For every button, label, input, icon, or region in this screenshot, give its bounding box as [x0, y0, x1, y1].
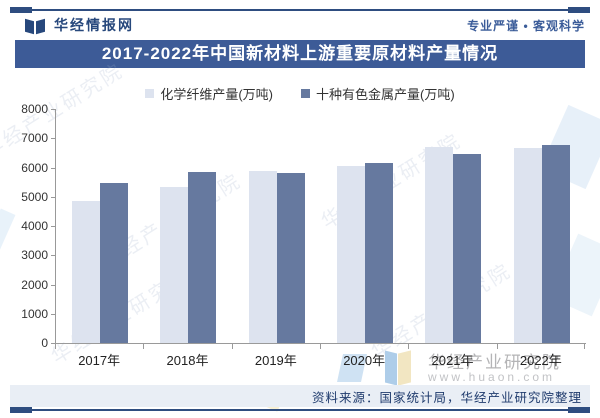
- y-axis-label: 4000: [21, 219, 48, 233]
- y-axis-ticks: [51, 109, 55, 344]
- bar-series2-2018年: [188, 171, 217, 343]
- site-name: 华经情报网: [54, 17, 134, 33]
- top-rule: [10, 9, 590, 11]
- legend-label: 化学纤维产量(万吨): [160, 87, 273, 102]
- top-rule-left-cap: [10, 7, 32, 13]
- bar-series2-2020年: [365, 162, 394, 343]
- bar-series2-2022年: [541, 144, 570, 343]
- x-axis-label: 2021年: [431, 353, 474, 368]
- huajing-book-logo-icon: [25, 18, 47, 34]
- plot-area: [55, 109, 586, 344]
- y-axis-tick: [51, 313, 55, 315]
- y-axis-tick: [51, 167, 55, 169]
- legend-item-series2: 十种有色金属产量(万吨): [301, 84, 455, 103]
- y-axis-label: 7000: [21, 131, 48, 146]
- bar-series2-2021年: [453, 154, 482, 343]
- y-axis-tick: [51, 109, 55, 110]
- bar-group-2022年: [498, 144, 586, 343]
- bar-series1-2021年: [425, 147, 454, 343]
- chart-title: 2017-2022年中国新材料上游重要原材料产量情况: [15, 40, 585, 68]
- bar-series2-2017年: [100, 182, 129, 343]
- x-axis-tick: [55, 344, 56, 349]
- bottom-rule: [10, 409, 590, 411]
- y-axis-tick: [51, 226, 55, 227]
- x-axis-label: 2020年: [343, 353, 386, 368]
- y-axis-label: 2000: [21, 277, 48, 292]
- x-axis-labels: 2017年 2018年 2019年 2020年 2021年 2022年: [55, 350, 585, 368]
- data-source-text: 资料来源：国家统计局，华经产业研究院整理: [311, 390, 582, 405]
- x-axis-label: 2018年: [166, 353, 209, 368]
- x-axis-tick: [143, 344, 145, 349]
- y-axis-tick: [51, 255, 55, 257]
- header: 华经情报网 专业严谨 • 客观科学: [25, 14, 585, 36]
- x-axis-label: 2017年: [78, 353, 121, 368]
- legend-swatch-series2: [301, 89, 310, 98]
- x-axis-label: 2022年: [519, 353, 562, 368]
- y-axis-tick: [51, 343, 55, 344]
- x-axis-tick: [496, 344, 498, 349]
- bar-group-2021年: [409, 147, 497, 343]
- x-axis-tick: [584, 344, 585, 349]
- y-axis-label: 5000: [21, 189, 48, 204]
- legend-swatch-series1: [145, 89, 155, 98]
- top-rule-right-cap: [568, 7, 590, 13]
- y-axis-tick: [51, 138, 55, 140]
- bar-group-2019年: [233, 171, 321, 343]
- y-axis-tick: [51, 284, 55, 286]
- x-axis-label: 2019年: [254, 353, 297, 368]
- y-axis-label: 0: [41, 336, 48, 350]
- x-axis-ticks: [55, 344, 585, 349]
- bar-group-2017年: [56, 182, 144, 343]
- bar-group-2020年: [321, 162, 409, 343]
- legend: 化学纤维产量(万吨) 十种有色金属产量(万吨): [0, 84, 600, 103]
- y-axis-label: 8000: [21, 102, 48, 116]
- bar-group-2018年: [144, 171, 232, 343]
- bar-series2-2019年: [276, 172, 305, 343]
- bar-series1-2022年: [513, 147, 542, 343]
- y-axis-labels: 0 1000 2000 3000 4000 5000 6000 7000 8000: [0, 102, 48, 350]
- site-slogan: 专业严谨 • 客观科学: [467, 18, 585, 33]
- bottom-rule-right-cap: [568, 407, 590, 413]
- source-band: 资料来源：国家统计局，华经产业研究院整理: [10, 385, 590, 407]
- bar-series1-2019年: [248, 171, 277, 343]
- bar-series1-2018年: [160, 186, 189, 343]
- x-axis-tick: [231, 344, 233, 349]
- y-axis-label: 3000: [21, 248, 48, 263]
- y-axis-tick: [51, 196, 55, 198]
- x-axis-tick: [408, 344, 410, 349]
- legend-item-series1: 化学纤维产量(万吨): [145, 84, 273, 103]
- y-axis-label: 6000: [21, 160, 48, 175]
- bar-series1-2017年: [72, 201, 101, 343]
- watermark-url-text: www.huaon.com: [428, 370, 556, 384]
- watermark-brand-text: 华经产业研究院: [428, 353, 561, 372]
- bar-series1-2020年: [337, 165, 366, 343]
- y-axis-label: 1000: [21, 306, 48, 321]
- legend-label: 十种有色金属产量(万吨): [316, 87, 455, 102]
- x-axis-tick: [320, 344, 321, 349]
- bottom-rule-left-cap: [10, 407, 32, 413]
